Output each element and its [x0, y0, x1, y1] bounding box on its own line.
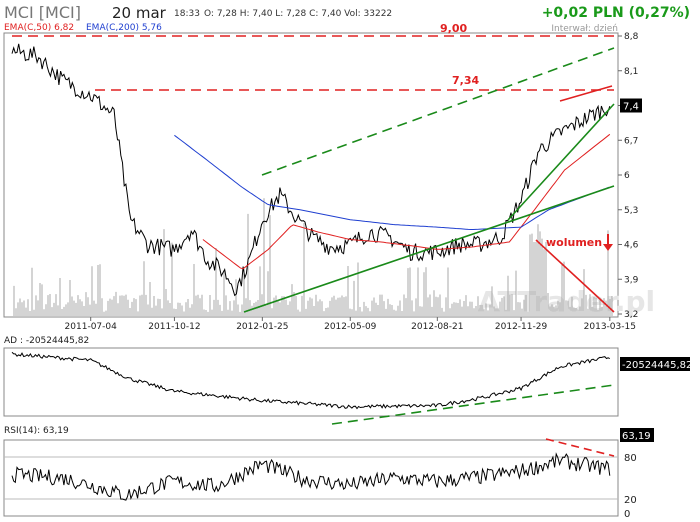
y-tick-label: 6,7	[624, 136, 638, 146]
rsi-divergence-line	[545, 438, 615, 457]
down-arrow-icon	[603, 244, 613, 251]
ema50-series	[202, 133, 611, 270]
x-tick-label: 2012-08-21	[411, 322, 463, 332]
annotations: 9,00 7,34 wolumen	[12, 22, 615, 313]
y-tick-label: 3,9	[624, 275, 639, 285]
x-tick-label: 2011-10-12	[148, 322, 200, 332]
x-tick-label: 2012-01-25	[236, 322, 288, 332]
ema200-series	[174, 134, 610, 230]
ad-last-value-box	[620, 357, 690, 371]
volume-decline-line	[535, 239, 615, 313]
x-tick-label: 2012-11-29	[495, 322, 548, 332]
x-tick-label: 2013-03-15	[584, 322, 636, 332]
channel-lower-line	[243, 185, 615, 313]
rsi-tick-label: 0	[624, 509, 630, 520]
x-tick-label: 2011-07-04	[65, 322, 118, 332]
red-resistance-segment	[559, 85, 613, 102]
ad-series	[11, 351, 611, 410]
main-plot-frame	[3, 32, 619, 318]
rsi-last-value-box	[620, 428, 654, 442]
volume-bars	[13, 198, 613, 316]
y-tick-label: 5,3	[624, 206, 638, 216]
y-tick-label: 3,2	[624, 310, 638, 320]
resistance-734-label: 7,34	[452, 74, 479, 87]
channel-upper-line	[261, 47, 615, 176]
ticker-label: MCI [MCI]	[4, 3, 81, 22]
ad-plot-frame	[3, 347, 619, 417]
rsi-last-value-label: 63,19	[622, 431, 651, 442]
y-tick-label: 6	[624, 171, 630, 181]
rsi-layer: 80 20 0 63,19	[4, 428, 654, 520]
rsi-series	[11, 452, 611, 501]
rsi-title: RSI(14): 63,19	[4, 426, 69, 436]
legend-ema200: EMA(C,200) 5,76	[86, 23, 162, 33]
date-label: 20 mar	[112, 4, 167, 22]
volume-note-label: wolumen	[546, 236, 602, 249]
resistance-9-label: 9,00	[440, 22, 467, 35]
time-label: 18:33	[174, 9, 200, 19]
change-label: +0,02 PLN (0,27%)	[542, 5, 690, 21]
last-value-box	[620, 98, 642, 113]
axis-ticks: 8,8 8,1 6,7 6 5,3 4,6 3,9 3,2 7,4 2011-07-04 2011-…	[65, 32, 642, 332]
y-tick-label: 8,1	[624, 67, 638, 77]
ad-layer: -20524445,82	[11, 351, 692, 425]
price-layer	[11, 43, 611, 297]
ad-trend-line	[331, 384, 615, 425]
rsi-tick-label: 80	[624, 453, 637, 464]
x-tick-label: 2012-05-09	[324, 322, 377, 332]
y-tick-label: 8,8	[624, 32, 639, 42]
interval-label: Interwał: dzień	[551, 24, 618, 34]
last-value-label: 7,4	[623, 102, 639, 113]
steep-support-line	[507, 103, 615, 221]
y-tick-label: 4,6	[624, 241, 639, 251]
rsi-plot-frame	[3, 439, 619, 517]
legend-ema50: EMA(C,50) 6,82	[4, 23, 74, 33]
ad-title: AD : -20524445,82	[4, 336, 89, 346]
ohlc-label: O: 7,28 H: 7,40 L: 7,28 C: 7,40 Vol: 332…	[204, 9, 392, 19]
price-series	[11, 43, 611, 297]
rsi-tick-label: 20	[624, 495, 637, 506]
ad-last-value-label: -20524445,82	[622, 360, 692, 371]
